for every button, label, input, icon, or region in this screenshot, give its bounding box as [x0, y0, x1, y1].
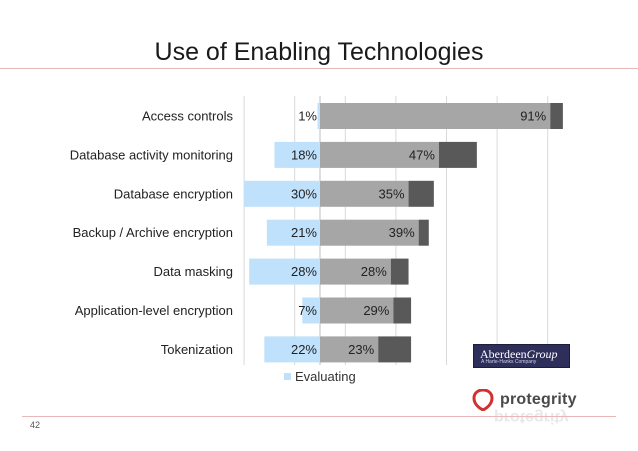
bar-series3-2 [408, 180, 434, 207]
category-label-6: Tokenization [161, 342, 233, 357]
data-label-series2-5: 29% [363, 303, 389, 318]
bar-evaluating-0 [317, 103, 320, 129]
data-label-evaluating-1: 18% [291, 147, 317, 162]
badge-name: AberdeenGroup [480, 347, 558, 361]
bar-series2-2 [320, 180, 409, 207]
bar-series2-5 [320, 297, 394, 324]
bar-evaluating-5 [302, 297, 320, 324]
bar-series2-0 [320, 103, 551, 129]
bar-series3-0 [550, 103, 563, 129]
category-label-0: Access controls [142, 109, 234, 124]
bar-series2-1 [320, 141, 439, 168]
footer-divider [22, 416, 616, 417]
category-label-3: Backup / Archive encryption [73, 225, 233, 240]
page-number: 42 [30, 420, 41, 430]
bar-evaluating-6 [264, 336, 320, 363]
data-label-series2-4: 28% [361, 264, 387, 279]
data-label-evaluating-6: 22% [291, 342, 317, 357]
vendor-name-reflection: protegrity [494, 409, 569, 426]
data-label-series2-3: 39% [389, 225, 415, 240]
shield-logo-icon [472, 389, 494, 411]
bar-series3-5 [393, 297, 412, 324]
bar-evaluating-2 [244, 180, 320, 207]
bar-series3-3 [418, 219, 429, 246]
bar-evaluating-3 [266, 219, 320, 246]
badge-tagline: A Harte-Hanks Company [481, 359, 537, 365]
bar-evaluating-4 [249, 258, 320, 285]
data-label-series2-0: 91% [520, 109, 546, 124]
bar-series2-3 [320, 219, 419, 246]
data-label-evaluating-4: 28% [291, 264, 317, 279]
title-divider [0, 68, 638, 69]
legend-swatch-evaluating [284, 373, 291, 380]
data-label-evaluating-3: 21% [291, 225, 317, 240]
bar-series3-4 [390, 258, 409, 285]
legend: Evaluating [284, 369, 356, 384]
category-label-5: Application-level encryption [75, 303, 233, 318]
bar-evaluating-1 [274, 141, 320, 168]
data-label-evaluating-5: 7% [298, 303, 317, 318]
vendor-name: protegrity [500, 391, 577, 408]
category-label-4: Data masking [154, 264, 233, 279]
bar-series2-4 [320, 258, 391, 285]
data-label-series2-6: 23% [348, 342, 374, 357]
bar-series3-6 [378, 336, 412, 363]
legend-label-evaluating: Evaluating [295, 369, 356, 384]
data-label-evaluating-2: 30% [291, 186, 317, 201]
bar-series2-6 [320, 336, 379, 363]
category-label-1: Database activity monitoring [70, 147, 233, 162]
data-label-evaluating-0: 1% [298, 109, 317, 124]
data-label-series2-1: 47% [409, 147, 435, 162]
category-label-2: Database encryption [114, 186, 233, 201]
protegrity-logo: protegrity [472, 389, 577, 411]
data-label-series2-2: 35% [379, 186, 405, 201]
bar-series3-1 [438, 141, 477, 168]
aberdeen-badge: AberdeenGroup A Harte-Hanks Company [473, 344, 570, 368]
chart-title: Use of Enabling Technologies [154, 38, 484, 66]
